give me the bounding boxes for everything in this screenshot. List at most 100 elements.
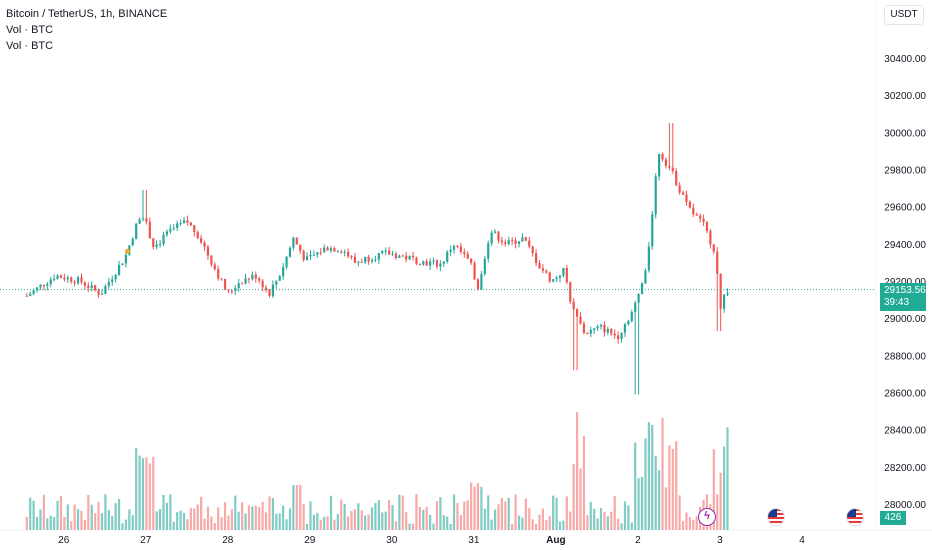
volume-bar	[193, 508, 196, 530]
candle-body	[418, 263, 421, 265]
candle-body	[456, 245, 459, 247]
candle-body	[59, 275, 63, 278]
candle-body	[606, 328, 609, 333]
volume-bar	[459, 515, 462, 530]
volume-bar	[299, 485, 302, 530]
candle-body	[312, 254, 316, 256]
candle-body	[562, 268, 565, 276]
candle-body	[56, 275, 59, 279]
candle-body	[722, 294, 726, 309]
volume-bar	[558, 521, 562, 530]
volume-bar	[599, 507, 603, 530]
candle-body	[678, 185, 681, 193]
volume-bar	[138, 455, 141, 530]
volume-bar	[254, 505, 257, 530]
candle-body	[627, 321, 630, 325]
volume-indicator-label-2[interactable]: Vol · BTC	[6, 40, 54, 52]
volume-bar	[681, 520, 685, 530]
candle-body	[705, 222, 709, 232]
volume-bar	[251, 506, 254, 530]
candle-body	[586, 332, 589, 334]
candle-body	[138, 219, 141, 224]
candle-body	[135, 223, 138, 239]
volume-bar	[275, 513, 278, 530]
x-tick-label: 26	[58, 535, 70, 546]
candle-body	[422, 261, 425, 265]
volume-bar	[206, 506, 210, 530]
y-tick-label: 29600.00	[884, 203, 926, 214]
candle-body	[391, 253, 394, 255]
volume-bar	[56, 500, 59, 530]
volume-bar	[213, 523, 216, 530]
candle-body	[459, 246, 462, 252]
candle-body	[247, 278, 251, 280]
volume-bar	[83, 520, 87, 530]
candle-body	[630, 312, 633, 322]
volume-bar	[480, 486, 483, 530]
candle-body	[124, 254, 128, 264]
candle-body	[360, 261, 363, 263]
y-tick-label: 28800.00	[884, 351, 926, 362]
volume-bar	[247, 505, 251, 530]
candle-body	[688, 201, 691, 208]
volume-bar	[692, 519, 695, 530]
volume-bar	[278, 513, 281, 530]
volume-bar	[668, 445, 671, 530]
lightning-icon[interactable]: ϟ	[698, 508, 716, 526]
volume-bar	[73, 504, 76, 530]
candle-body	[521, 237, 524, 242]
volume-bar	[493, 509, 497, 530]
candle-body	[288, 247, 292, 257]
volume-bar	[534, 523, 538, 530]
volume-bar	[627, 505, 630, 530]
symbol-title[interactable]: Bitcoin / TetherUS, 1h, BINANCE	[6, 8, 168, 20]
us-flag-icon[interactable]	[767, 508, 785, 526]
candle-body	[148, 221, 151, 239]
volume-bar	[268, 496, 271, 530]
volume-bar	[517, 515, 521, 530]
volume-bar	[634, 442, 637, 530]
volume-bar	[305, 523, 309, 530]
candle-body	[230, 290, 233, 292]
volume-bar	[487, 495, 490, 530]
volume-bar	[111, 516, 114, 530]
volume-bar	[141, 458, 145, 530]
y-tick-label: 28600.00	[884, 389, 926, 400]
candle-body	[531, 246, 534, 254]
volume-bar	[391, 505, 394, 530]
currency-button[interactable]: USDT	[884, 5, 924, 25]
candle-body	[97, 290, 100, 295]
us-flag-icon[interactable]	[846, 508, 864, 526]
volume-bar	[569, 511, 572, 530]
event-marker	[125, 248, 131, 254]
volume-bar	[548, 515, 551, 530]
candle-body	[377, 253, 380, 260]
volume-bar	[719, 472, 722, 530]
volume-bar	[726, 427, 729, 530]
volume-bar	[374, 502, 377, 530]
volume-bar	[415, 494, 418, 530]
candle-body	[463, 251, 466, 254]
y-tick-label: 30400.00	[884, 54, 926, 65]
candle-body	[538, 263, 541, 269]
candle-body	[541, 268, 545, 271]
y-tick-label: 30000.00	[884, 128, 926, 139]
candle-body	[473, 262, 476, 280]
y-tick-label: 29800.00	[884, 166, 926, 177]
y-tick-label: 30200.00	[884, 91, 926, 102]
volume-bar	[552, 495, 555, 530]
candle-body	[182, 220, 186, 224]
volume-bar	[432, 523, 435, 530]
volume-indicator-label[interactable]: Vol · BTC	[6, 24, 54, 36]
volume-bar	[152, 456, 155, 530]
volume-bar	[182, 512, 186, 530]
volume-bar	[302, 503, 305, 530]
candle-body	[343, 251, 346, 253]
candle-body	[483, 258, 486, 275]
volume-bar	[586, 515, 589, 530]
candle-body	[319, 252, 322, 254]
candle-body	[261, 280, 264, 288]
volume-bar	[381, 512, 384, 530]
candle-body	[217, 269, 220, 279]
